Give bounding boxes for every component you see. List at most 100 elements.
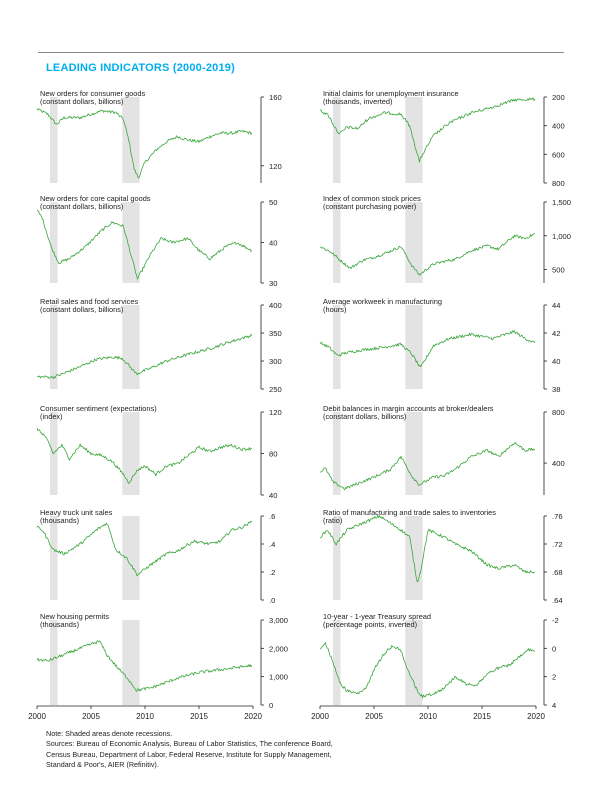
- note-recessions: Note: Shaded areas denote recessions.: [46, 729, 173, 738]
- recession-band: [332, 202, 341, 283]
- series-line: [36, 108, 253, 179]
- recession-band: [49, 202, 58, 283]
- note-sources-3: Standard & Poor's, AIER (Refinitiv).: [46, 760, 159, 770]
- panel-subtitle: (constant dollars, billions): [40, 305, 123, 314]
- y-tick-label: 42: [552, 329, 560, 338]
- panel-subtitle: (percentage points, inverted): [323, 620, 417, 629]
- x-tick-label: 2015: [190, 712, 208, 721]
- y-tick-label: 800: [552, 179, 565, 188]
- series-line: [319, 233, 535, 276]
- y-tick-label: 2,000: [269, 644, 288, 653]
- panel-subtitle: (constant dollars, billions): [40, 97, 123, 106]
- series-line: [319, 642, 535, 699]
- panel-title: Index of common stock prices: [323, 194, 421, 203]
- recession-band: [122, 412, 140, 495]
- panel-title: Retail sales and food services: [40, 297, 138, 306]
- y-tick-label: 120: [269, 408, 282, 417]
- x-tick-label: 2015: [473, 712, 491, 721]
- y-tick-label: 160: [269, 93, 282, 102]
- panel-title: Average workweek in manufacturing: [323, 297, 442, 306]
- y-tick-label: 350: [269, 329, 282, 338]
- x-tick-label: 2010: [419, 712, 437, 721]
- recession-band: [405, 412, 423, 495]
- panel-title: New housing permits: [40, 612, 109, 621]
- y-tick-label: 40: [269, 239, 277, 248]
- y-tick-label: 4: [552, 701, 556, 710]
- page-title: LEADING INDICATORS (2000-2019): [46, 62, 235, 74]
- y-tick-label: 80: [269, 450, 277, 459]
- recession-band: [332, 305, 341, 389]
- recession-band: [122, 202, 140, 283]
- y-tick-label: 30: [269, 279, 277, 288]
- title-rule: [38, 52, 564, 53]
- y-tick-label: 50: [269, 198, 277, 207]
- y-tick-label: .76: [552, 512, 563, 521]
- y-tick-label: 3,000: [269, 616, 288, 625]
- recession-band: [405, 620, 423, 705]
- recession-band: [332, 516, 341, 600]
- y-tick-label: 300: [269, 357, 282, 366]
- y-tick-label: -2: [552, 616, 559, 625]
- y-tick-label: 600: [552, 150, 565, 159]
- panel-subtitle: (hours): [323, 305, 346, 314]
- series-line: [319, 442, 536, 491]
- recession-band: [332, 412, 341, 495]
- x-tick-label: 2020: [527, 712, 545, 721]
- recession-band: [49, 516, 58, 600]
- recession-band: [49, 97, 58, 183]
- recession-band: [122, 97, 140, 183]
- series-line: [36, 520, 253, 577]
- series-line: [36, 333, 253, 380]
- y-tick-label: 0: [552, 644, 556, 653]
- y-tick-label: .6: [269, 512, 275, 521]
- y-tick-label: 400: [269, 301, 282, 310]
- panel-title: Initial claims for unemployment insuranc…: [323, 89, 459, 98]
- y-tick-label: 1,000: [269, 673, 288, 682]
- recession-band: [122, 620, 140, 705]
- recession-band: [405, 516, 423, 600]
- series-line: [319, 515, 536, 582]
- note-sources-2: Census Bureau, Department of Labor, Fede…: [46, 749, 332, 759]
- y-tick-label: 400: [552, 459, 565, 468]
- y-tick-label: 0: [269, 701, 273, 710]
- x-tick-label: 2005: [82, 712, 100, 721]
- y-tick-label: 800: [552, 408, 565, 417]
- y-tick-label: .72: [552, 540, 563, 549]
- y-tick-label: 40: [552, 357, 560, 366]
- x-tick-label: 2020: [244, 712, 262, 721]
- panel-title: New orders for core capital goods: [40, 194, 151, 203]
- recession-band: [405, 305, 423, 389]
- panel-title: New orders for consumer goods: [40, 89, 145, 98]
- series-line: [36, 640, 253, 692]
- y-tick-label: 1,000: [552, 232, 571, 241]
- panel-subtitle: (constant dollars, billions): [40, 202, 123, 211]
- y-tick-label: 400: [552, 122, 565, 131]
- panel-title: Consumer sentiment (expectations): [40, 404, 157, 413]
- panel-title: 10-year - 1-year Treasury spread: [323, 612, 431, 621]
- y-tick-label: 1,500: [552, 198, 571, 207]
- panel-subtitle: (constant purchasing power): [323, 202, 416, 211]
- panel-title: Ratio of manufacturing and trade sales t…: [323, 508, 496, 517]
- x-tick-label: 2000: [28, 712, 46, 721]
- recession-band: [49, 620, 58, 705]
- panel-subtitle: (constant dollars, billions): [323, 412, 406, 421]
- y-tick-label: 250: [269, 385, 282, 394]
- y-tick-label: 2: [552, 673, 556, 682]
- y-tick-label: 40: [269, 491, 277, 500]
- y-tick-label: .2: [269, 568, 275, 577]
- panel-subtitle: (ratio): [323, 516, 342, 525]
- x-tick-label: 2000: [311, 712, 329, 721]
- series-line: [36, 427, 252, 485]
- panel-subtitle: (thousands): [40, 620, 79, 629]
- recession-band: [122, 305, 140, 389]
- panel-title: Debit balances in margin accounts at bro…: [323, 404, 494, 413]
- x-tick-label: 2010: [136, 712, 154, 721]
- recession-band: [49, 305, 58, 389]
- recession-band: [122, 516, 140, 600]
- y-tick-label: 38: [552, 385, 560, 394]
- panel-subtitle: (thousands, inverted): [323, 97, 392, 106]
- series-line: [319, 97, 536, 163]
- x-tick-label: 2005: [365, 712, 383, 721]
- y-tick-label: .4: [269, 540, 275, 549]
